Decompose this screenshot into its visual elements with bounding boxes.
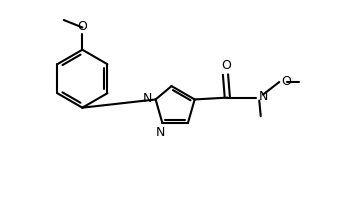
Text: N: N	[143, 92, 152, 105]
Text: O: O	[78, 20, 87, 33]
Text: O: O	[221, 59, 231, 72]
Text: N: N	[258, 90, 268, 103]
Text: N: N	[156, 126, 165, 139]
Text: O: O	[281, 75, 291, 88]
